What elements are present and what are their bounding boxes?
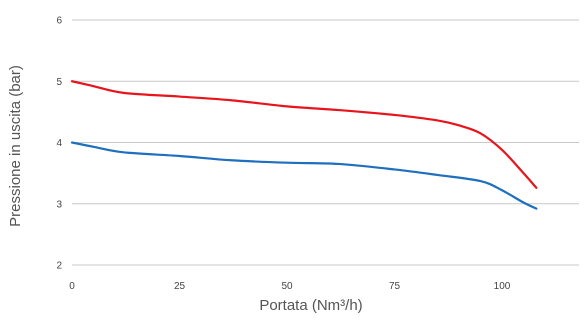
series-line-1	[70, 80, 538, 189]
x-tick-label: 100	[494, 281, 511, 292]
y-tick-label: 3	[56, 199, 62, 210]
grid-lines	[72, 19, 579, 266]
series-line-2	[70, 141, 538, 210]
y-tick-label: 5	[56, 77, 62, 88]
x-tick-label: 0	[69, 281, 75, 292]
plot-series	[70, 80, 538, 210]
x-axis-tick-labels: 0 25 50 75 100	[69, 281, 511, 292]
y-tick-label: 2	[56, 261, 62, 272]
y-tick-label: 6	[56, 16, 62, 27]
x-tick-label: 25	[174, 281, 186, 292]
y-tick-label: 4	[56, 138, 62, 149]
y-axis-title: Pressione in uscita (bar)	[7, 65, 24, 227]
x-tick-label: 50	[281, 281, 293, 292]
x-axis-title: Portata (Nm³/h)	[259, 297, 362, 314]
x-tick-label: 75	[389, 281, 401, 292]
y-axis-tick-labels: 2 3 4 5 6	[56, 16, 62, 272]
